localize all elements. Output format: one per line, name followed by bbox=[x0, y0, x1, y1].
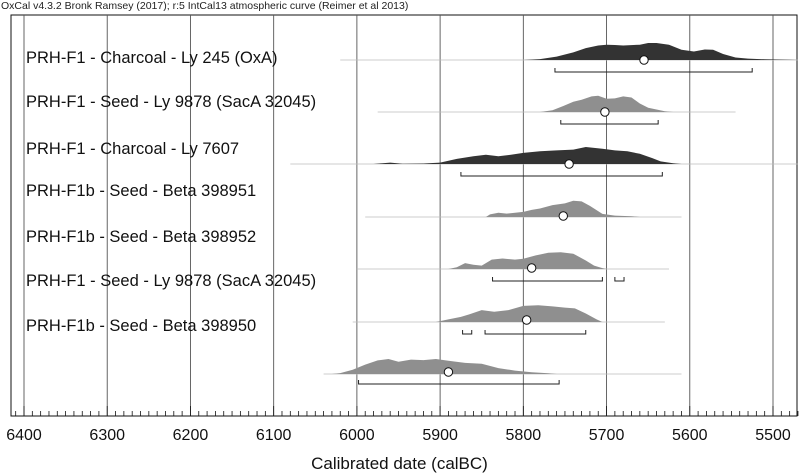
probability-density bbox=[373, 147, 682, 164]
range-bracket bbox=[462, 330, 473, 335]
median-marker bbox=[600, 107, 610, 117]
x-tick-label: 5900 bbox=[422, 427, 458, 444]
x-axis-label: Calibrated date (calBC) bbox=[311, 454, 488, 473]
sample-label: PRH-F1b - Seed - Beta 398950 bbox=[26, 317, 256, 335]
x-tick-label: 6100 bbox=[256, 427, 292, 444]
median-marker bbox=[521, 315, 532, 325]
probability-density bbox=[540, 95, 674, 112]
sample-label: PRH-F1b - Seed - Beta 398952 bbox=[26, 228, 256, 246]
sample-label: PRH-F1 - Seed - Ly 9878 (SacA 32045) bbox=[26, 272, 316, 290]
range-bracket bbox=[460, 172, 663, 177]
probability-density bbox=[448, 252, 607, 269]
date-row: PRH-F1 - Charcoal - Ly 7607 bbox=[26, 140, 798, 177]
range-bracket bbox=[554, 68, 753, 73]
sample-label: PRH-F1 - Seed - Ly 9878 (SacA 32045) bbox=[26, 93, 316, 111]
plot-frame bbox=[10, 14, 798, 417]
date-row: PRH-F1b - Seed - Beta 398952 bbox=[26, 228, 669, 282]
x-tick-label: 6200 bbox=[173, 427, 209, 444]
x-tick-label: 5700 bbox=[589, 427, 625, 444]
x-tick-label: 6300 bbox=[89, 427, 125, 444]
median-marker bbox=[639, 55, 649, 65]
median-marker bbox=[443, 367, 454, 377]
probability-density bbox=[485, 200, 640, 217]
sample-label: PRH-F1b - Seed - Beta 398951 bbox=[26, 182, 256, 200]
x-tick-label: 5600 bbox=[672, 427, 708, 444]
median-marker bbox=[558, 211, 568, 221]
sample-label: PRH-F1 - Charcoal - Ly 7607 bbox=[26, 140, 239, 158]
date-row: PRH-F1 - Seed - Ly 9878 (SacA 32045) bbox=[26, 272, 665, 335]
range-bracket bbox=[560, 120, 659, 125]
x-tick-label: 6000 bbox=[339, 427, 375, 444]
date-row: PRH-F1b - Seed - Beta 398950 bbox=[26, 317, 682, 385]
date-row: PRH-F1 - Charcoal - Ly 245 (OxA) bbox=[26, 43, 798, 73]
date-row: PRH-F1b - Seed - Beta 398951 bbox=[26, 182, 682, 221]
median-marker bbox=[526, 263, 537, 273]
sample-label: PRH-F1 - Charcoal - Ly 245 (OxA) bbox=[26, 49, 278, 67]
probability-density bbox=[331, 359, 557, 374]
median-marker bbox=[564, 159, 574, 169]
x-tick-label: 5800 bbox=[506, 427, 542, 444]
range-bracket bbox=[614, 277, 625, 282]
range-bracket bbox=[358, 380, 560, 385]
probability-density bbox=[435, 305, 603, 322]
chart-header: OxCal v4.3.2 Bronk Ramsey (2017); r:5 In… bbox=[1, 0, 409, 12]
range-bracket bbox=[492, 277, 603, 282]
x-tick-label: 6400 bbox=[6, 427, 42, 444]
x-tick-label: 5500 bbox=[755, 427, 791, 444]
date-row: PRH-F1 - Seed - Ly 9878 (SacA 32045) bbox=[26, 93, 736, 125]
range-bracket bbox=[484, 330, 587, 335]
probability-density bbox=[523, 43, 798, 60]
